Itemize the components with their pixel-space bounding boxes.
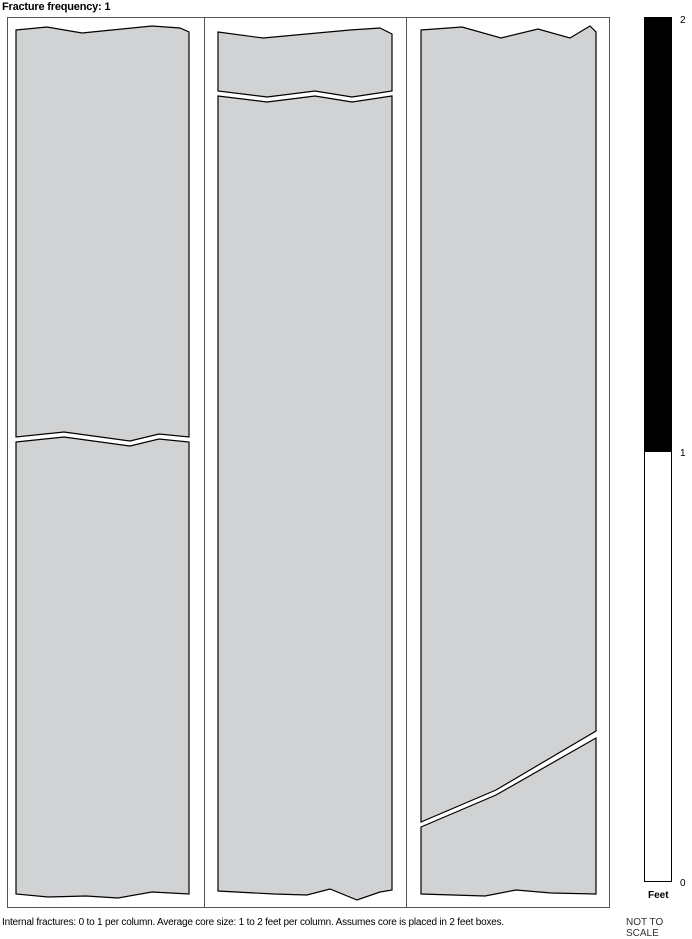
- core-piece-col1-upper: [15, 25, 190, 442]
- scale-unit-label: Feet: [648, 890, 669, 901]
- scale-tick-label: 2: [680, 15, 686, 26]
- core-piece-col1-lower: [15, 436, 190, 899]
- core-piece-col3-upper: [420, 25, 597, 823]
- figure-title: Fracture frequency: 1: [2, 1, 111, 13]
- core-piece-col2-lower: [217, 95, 393, 901]
- figure-caption: Internal fractures: 0 to 1 per column. A…: [2, 917, 505, 928]
- scale-bar-black-segment: [644, 17, 672, 452]
- core-box-outline: [7, 17, 610, 908]
- not-to-scale-note: NOT TO SCALE: [626, 917, 664, 939]
- scale-tick-label: 0: [680, 878, 686, 889]
- scale-tick-label: 1: [680, 448, 686, 459]
- scale-bar-white-segment: [644, 451, 672, 882]
- core-piece-col2-upper: [217, 27, 393, 98]
- core-piece-col3-lower: [420, 736, 597, 897]
